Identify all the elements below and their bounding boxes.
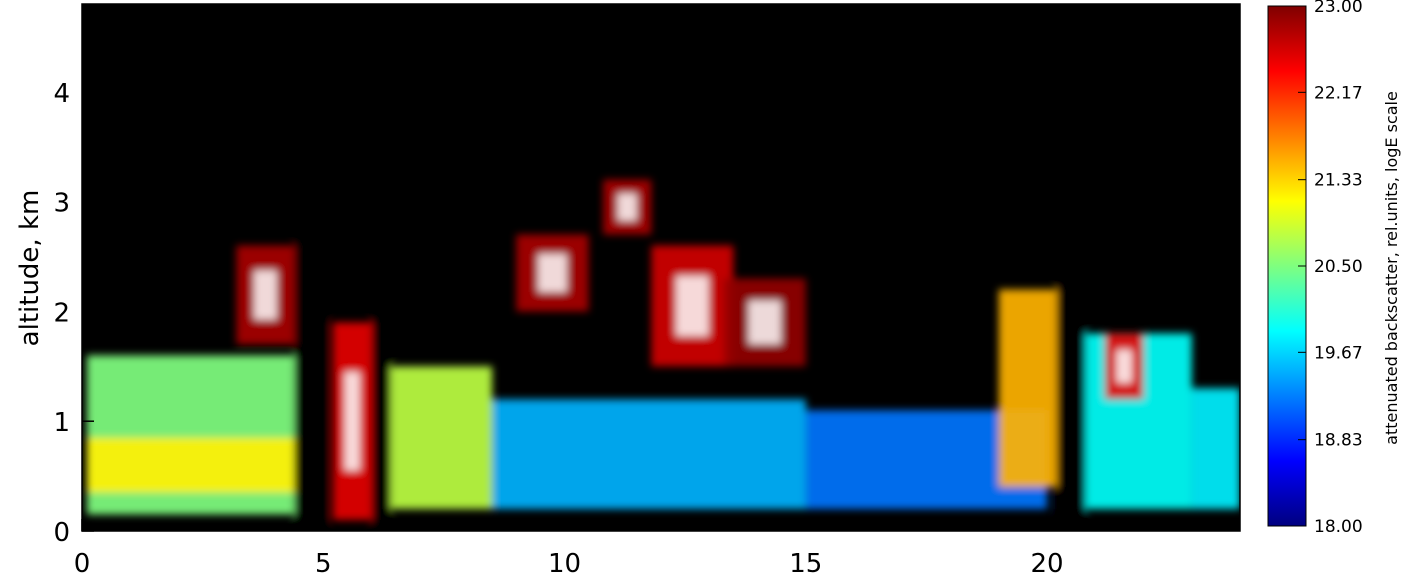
colorbar-tick-label: 19.67 [1314,343,1363,363]
y-axis-label: altitude, km [15,190,45,347]
heatmap-cell-11 [998,289,1057,488]
heatmap-cell-4 [390,366,493,510]
heatmap-cell-14 [1191,388,1240,510]
colorbar-tick-label: 23.00 [1314,0,1363,17]
x-axis: 0 5 10 15 20 [74,519,1064,579]
x-tick-label: 5 [315,549,332,579]
saturation-cell-8 [675,275,709,337]
y-tick-label: 1 [53,408,70,438]
heatmap-layers [86,4,1240,531]
data-gap-2 [1056,4,1086,531]
x-tick-label: 10 [548,549,581,579]
colorbar-tick-label: 18.83 [1314,431,1363,451]
colorbar-ticks: 18.00 18.83 19.67 20.50 21.33 22.17 23.00 [1298,0,1363,537]
colorbar-tick-label: 21.33 [1314,171,1363,191]
x-tick-label: 15 [789,549,822,579]
y-tick-label: 3 [53,189,70,219]
y-tick-label: 0 [53,518,70,548]
data-gap-1 [371,4,391,531]
saturation-cell-2 [253,270,277,320]
data-gap-0 [294,4,329,531]
saturation-cell-7 [617,193,637,221]
y-axis: 0 1 2 3 4 [53,79,94,548]
saturation-cell-9 [748,300,782,345]
colorbar-tick-label: 22.17 [1314,83,1363,103]
saturation-cell-13 [1116,349,1132,383]
y-tick-label: 4 [53,79,70,109]
x-tick-label: 0 [74,549,91,579]
x-tick-label: 20 [1030,549,1063,579]
heatmap-cell-5 [492,399,806,510]
colorbar-tick-label: 18.00 [1314,517,1363,537]
heatmap-cell-1 [86,437,295,493]
saturation-cell-6 [537,253,567,293]
plot-frame [81,3,1241,532]
saturation-cell-3 [344,371,360,471]
colorbar-tick-label: 20.50 [1314,257,1363,277]
colorbar-label: attenuated backscatter, rel.units, logE … [1382,91,1401,445]
y-tick-label: 2 [53,298,70,328]
